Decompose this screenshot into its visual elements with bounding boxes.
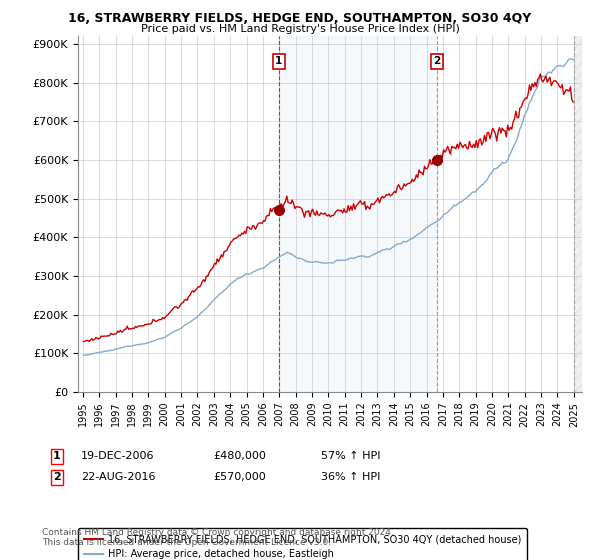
Text: 2: 2: [433, 57, 440, 66]
Text: Contains HM Land Registry data © Crown copyright and database right 2024.
This d: Contains HM Land Registry data © Crown c…: [42, 528, 394, 548]
Bar: [574, 36, 582, 392]
Text: 1: 1: [53, 451, 61, 461]
Text: 2: 2: [53, 472, 61, 482]
Text: £570,000: £570,000: [213, 472, 266, 482]
Text: 19-DEC-2006: 19-DEC-2006: [81, 451, 155, 461]
Text: Price paid vs. HM Land Registry's House Price Index (HPI): Price paid vs. HM Land Registry's House …: [140, 24, 460, 34]
Text: 57% ↑ HPI: 57% ↑ HPI: [321, 451, 380, 461]
Text: 1: 1: [275, 57, 283, 66]
Text: 22-AUG-2016: 22-AUG-2016: [81, 472, 155, 482]
Text: £480,000: £480,000: [213, 451, 266, 461]
Text: 16, STRAWBERRY FIELDS, HEDGE END, SOUTHAMPTON, SO30 4QY: 16, STRAWBERRY FIELDS, HEDGE END, SOUTHA…: [68, 12, 532, 25]
Bar: [279, 36, 437, 392]
Text: 36% ↑ HPI: 36% ↑ HPI: [321, 472, 380, 482]
Legend: 16, STRAWBERRY FIELDS, HEDGE END, SOUTHAMPTON, SO30 4QY (detached house), HPI: A: 16, STRAWBERRY FIELDS, HEDGE END, SOUTHA…: [78, 529, 527, 560]
